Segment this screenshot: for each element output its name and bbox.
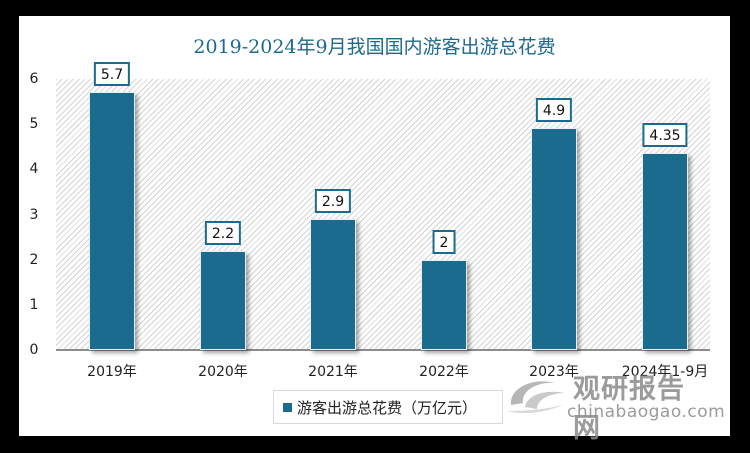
legend[interactable]: 游客出游总花费（万亿元） (273, 390, 503, 424)
y-tick-3: 3 (29, 207, 39, 223)
x-axis-line (56, 349, 710, 351)
x-label-2024: 2024年1-9月 (621, 364, 709, 380)
legend-label: 游客出游总花费（万亿元） (297, 398, 478, 417)
x-label-2021: 2021年 (308, 364, 358, 380)
bar-2020[interactable] (200, 251, 246, 350)
y-tick-6: 6 (29, 71, 39, 87)
y-tick-2: 2 (29, 252, 39, 268)
data-label-2019: 5.7 (93, 62, 131, 86)
bar-2022[interactable] (421, 260, 467, 350)
x-label-2020: 2020年 (198, 364, 248, 380)
plot-area (56, 79, 710, 350)
data-label-2020: 2.2 (204, 221, 242, 245)
data-label-2023: 4.9 (535, 98, 573, 122)
chart-card: 2019-2024年9月我国国内游客出游总花费 0 1 2 3 4 5 6 5.… (19, 16, 730, 444)
y-tick-4: 4 (29, 161, 39, 177)
bar-2023[interactable] (531, 128, 577, 350)
bar-2021[interactable] (310, 219, 356, 350)
x-label-2023: 2023年 (529, 364, 579, 380)
watermark-en: chinabaogao.com (567, 402, 726, 422)
legend-swatch-icon (283, 402, 292, 412)
x-label-2022: 2022年 (419, 364, 469, 380)
bar-2019[interactable] (89, 92, 135, 350)
y-tick-0: 0 (29, 342, 39, 358)
y-tick-5: 5 (29, 116, 39, 132)
y-tick-1: 1 (29, 297, 39, 313)
data-label-2022: 2 (432, 230, 456, 254)
bar-2024-jan-sep[interactable] (642, 153, 688, 350)
chart-title: 2019-2024年9月我国国内游客出游总花费 (193, 36, 556, 58)
data-label-2021: 2.9 (314, 189, 352, 213)
x-label-2019: 2019年 (87, 364, 137, 380)
data-label-2024: 4.35 (642, 123, 688, 147)
chinabaogao-logo-icon (507, 381, 565, 413)
